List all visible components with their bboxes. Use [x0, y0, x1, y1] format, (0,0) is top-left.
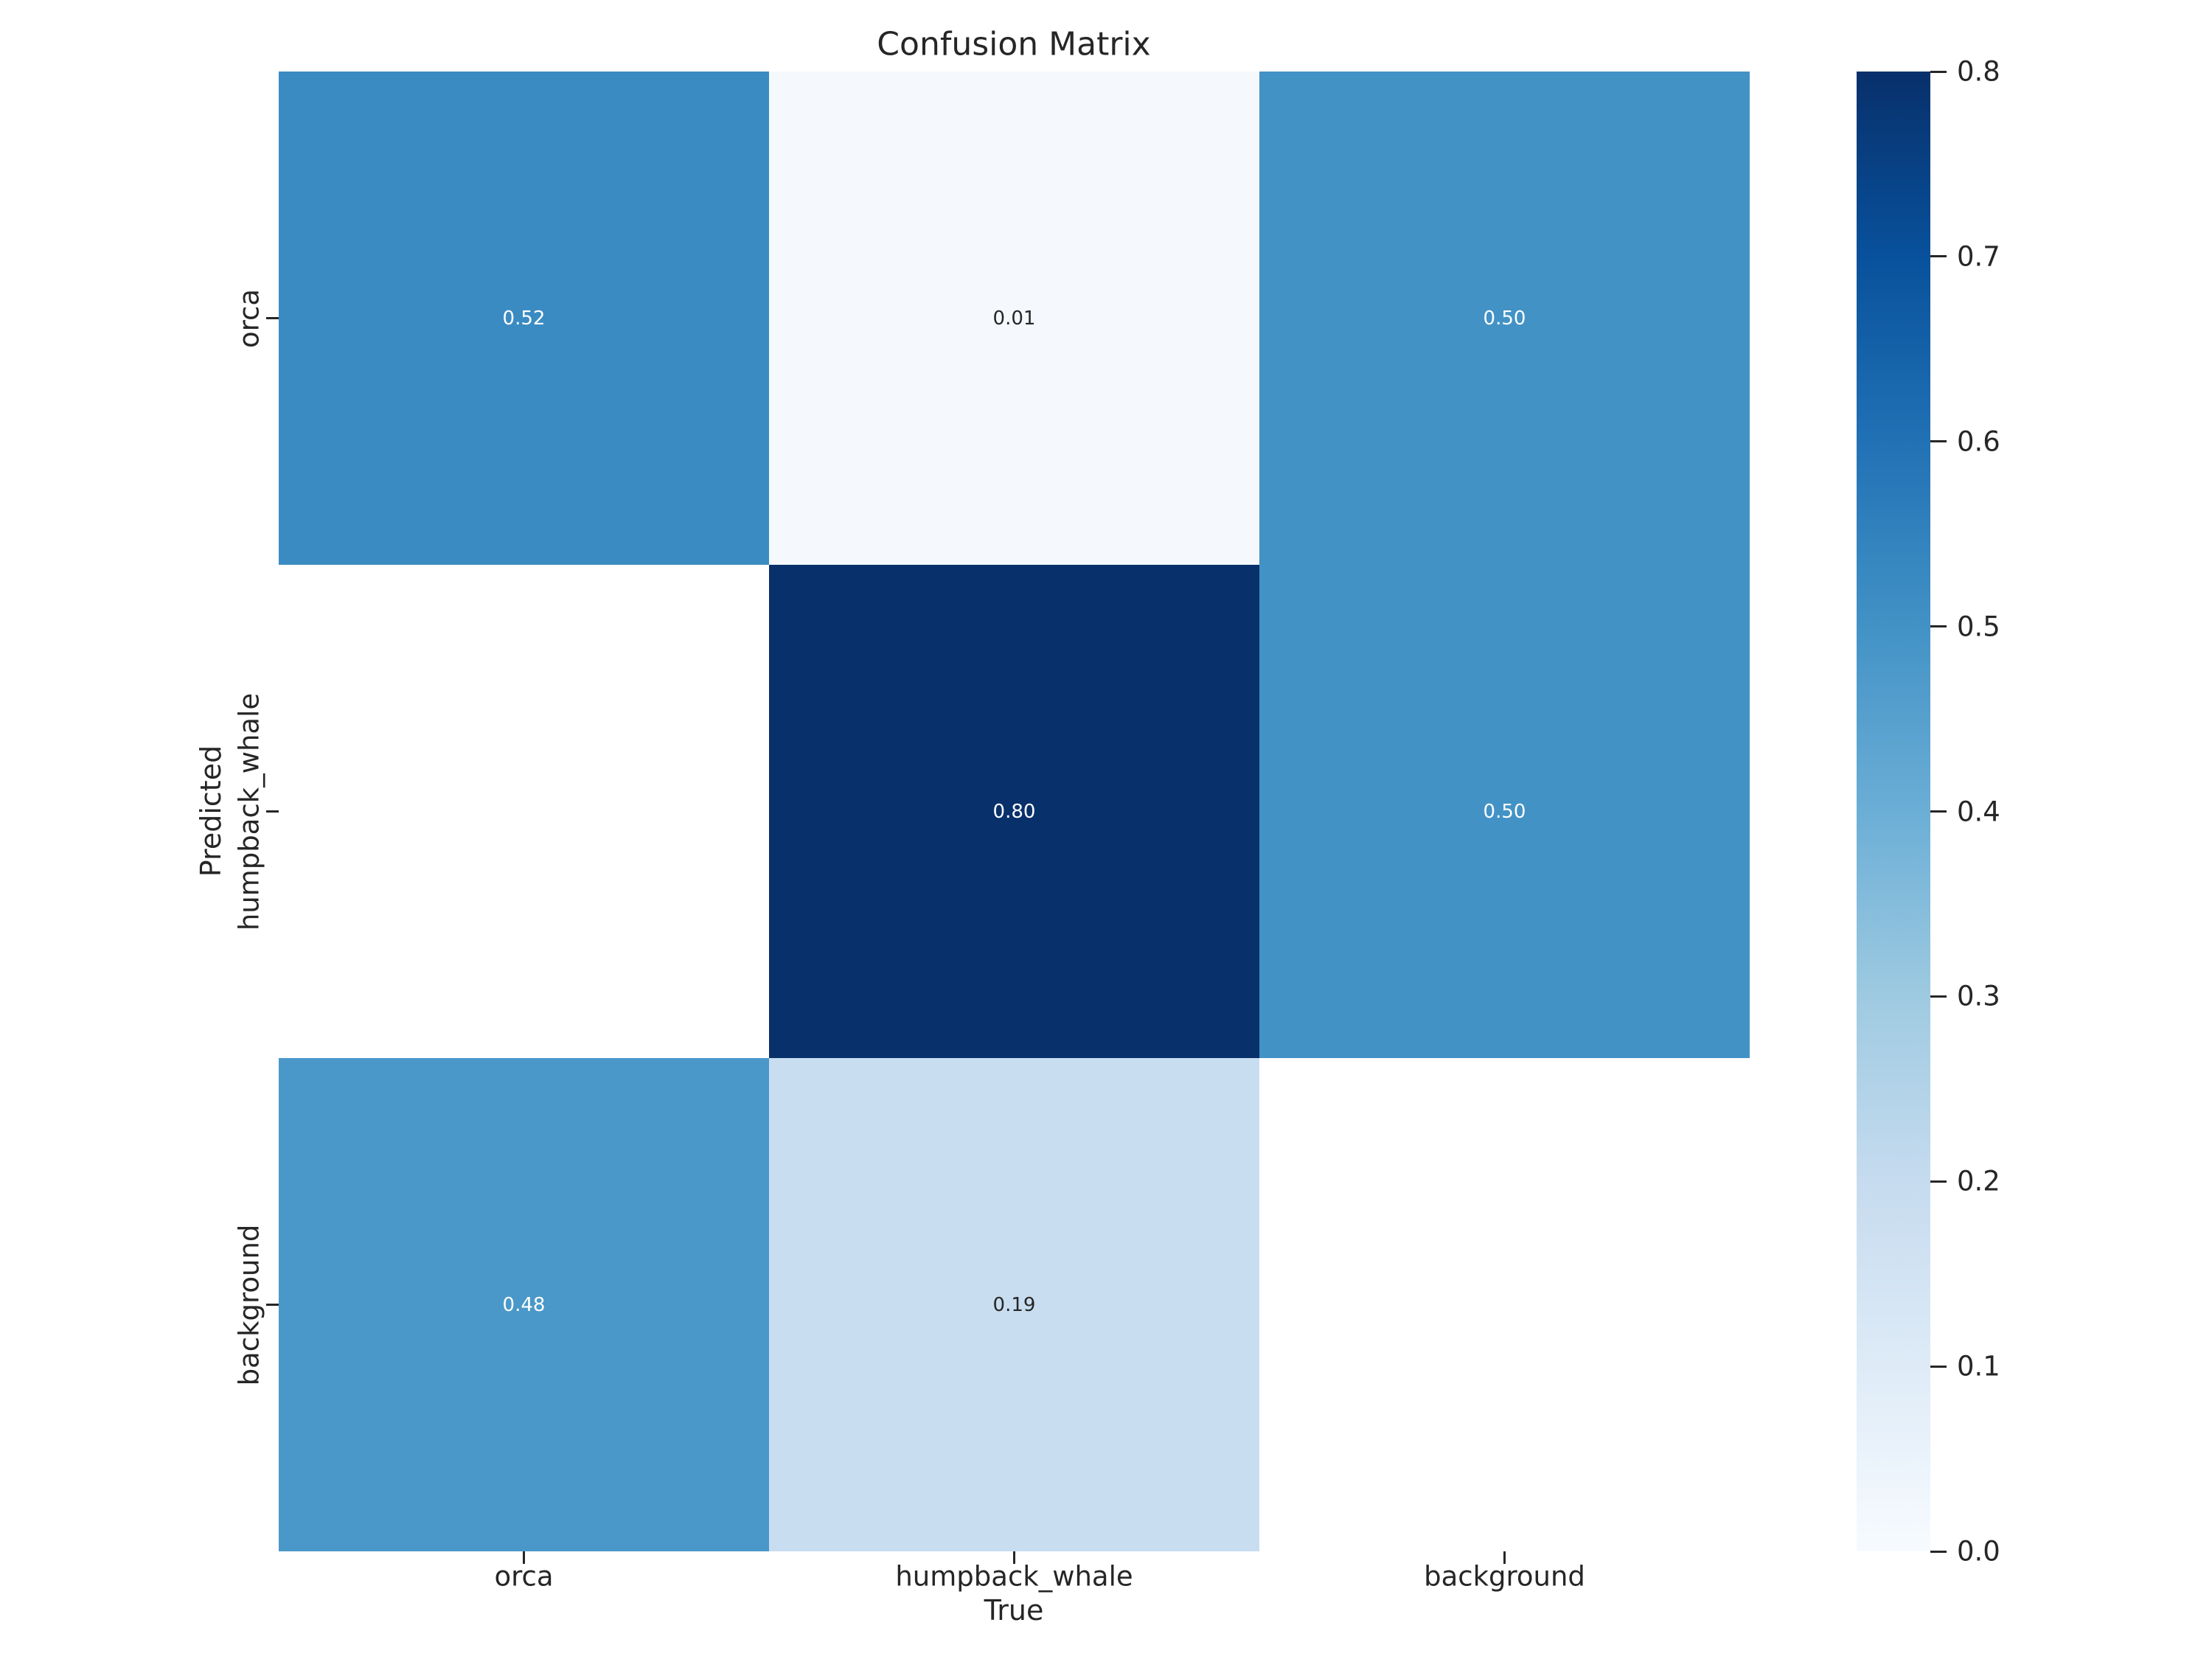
- cell-value: 0.01: [992, 307, 1036, 330]
- colorbar-tick-label-0.7: 0.7: [1957, 240, 2000, 273]
- colorbar-tick-mark-0.1: [1930, 1365, 1947, 1368]
- cell-value: 0.19: [992, 1293, 1036, 1316]
- colorbar-tick-mark-0.3: [1930, 995, 1947, 998]
- colorbar-tick-mark-0.5: [1930, 625, 1947, 628]
- y-tick-mark-orca: [266, 317, 279, 319]
- colorbar-tick-label-0.3: 0.3: [1957, 980, 2000, 1012]
- heatmap-cell-r2c1: 0.19: [769, 1058, 1259, 1551]
- x-tick-mark-humpback_whale: [1013, 1551, 1015, 1564]
- cell-value: 0.50: [1483, 307, 1526, 330]
- y-tick-label-orca: orca: [233, 288, 265, 348]
- colorbar-tick-mark-0: [1930, 1550, 1947, 1553]
- heatmap-cell-r1c2: 0.50: [1259, 565, 1750, 1058]
- cell-value: 0.48: [502, 1293, 546, 1316]
- y-tick-mark-background: [266, 1304, 279, 1306]
- x-tick-label-orca: orca: [494, 1560, 554, 1593]
- colorbar-tick-mark-0.4: [1930, 810, 1947, 813]
- chart-title: Confusion Matrix: [877, 25, 1151, 63]
- colorbar-tick-mark-0.6: [1930, 440, 1947, 443]
- colorbar-tick-label-0.1: 0.1: [1957, 1350, 2000, 1382]
- colorbar-tick-mark-0.2: [1930, 1180, 1947, 1183]
- colorbar-tick-mark-0.7: [1930, 255, 1947, 258]
- colorbar-tick-label-0.2: 0.2: [1957, 1165, 2000, 1197]
- cell-value: 0.52: [502, 307, 546, 330]
- y-tick-label-background: background: [233, 1224, 265, 1385]
- x-tick-label-humpback_whale: humpback_whale: [895, 1560, 1133, 1593]
- colorbar-tick-label-0.8: 0.8: [1957, 55, 2000, 88]
- x-axis-label: True: [984, 1594, 1044, 1627]
- heatmap-cell-r1c0: [279, 565, 769, 1058]
- colorbar-tick-label-0: 0.0: [1957, 1535, 2000, 1568]
- colorbar-tick-label-0.4: 0.4: [1957, 796, 2000, 827]
- heatmap-cell-r0c1: 0.01: [769, 72, 1259, 565]
- heatmap-cell-r1c1: 0.80: [769, 565, 1259, 1058]
- colorbar-gradient: [1857, 72, 1930, 1551]
- x-tick-label-background: background: [1424, 1560, 1585, 1593]
- cell-value: 0.80: [992, 800, 1036, 823]
- y-tick-label-humpback_whale: humpback_whale: [233, 692, 265, 931]
- x-tick-mark-background: [1503, 1551, 1506, 1564]
- colorbar-tick-label-0.5: 0.5: [1957, 611, 2000, 643]
- heatmap-cell-r2c2: [1259, 1058, 1750, 1551]
- y-axis-label: Predicted: [195, 745, 227, 877]
- colorbar-tick-label-0.6: 0.6: [1957, 425, 2000, 458]
- heatmap-cell-r2c0: 0.48: [279, 1058, 769, 1551]
- colorbar-tick-mark-0.8: [1930, 70, 1947, 73]
- x-tick-mark-orca: [523, 1551, 525, 1564]
- heatmap-cell-r0c0: 0.52: [279, 72, 769, 565]
- cell-value: 0.50: [1483, 800, 1526, 823]
- heatmap-cell-r0c2: 0.50: [1259, 72, 1750, 565]
- y-tick-mark-humpback_whale: [266, 810, 279, 813]
